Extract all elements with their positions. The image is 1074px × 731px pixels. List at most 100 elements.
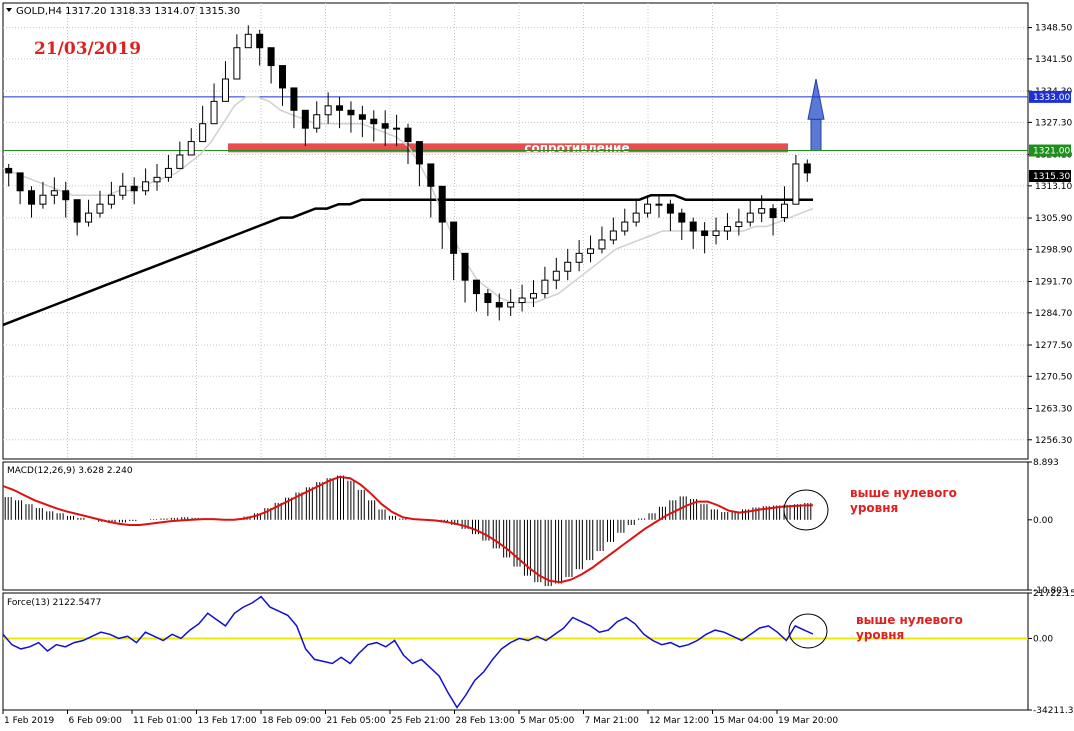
candle-body xyxy=(153,176,161,183)
level-price-tag xyxy=(1029,90,1071,103)
candle-body xyxy=(404,127,412,143)
symbol-info: GOLD,H4 1317.20 1318.33 1314.07 1315.30 xyxy=(16,6,240,17)
force-y-tick-label: 21722.152 xyxy=(1033,589,1074,599)
y-tick-label: 1298.90 xyxy=(1035,245,1072,255)
candle-body xyxy=(552,270,560,281)
candle-body xyxy=(644,203,652,214)
macd-y-tick-label: 8.893 xyxy=(1033,458,1059,468)
candle-body xyxy=(96,203,104,214)
candle-body xyxy=(119,185,127,196)
x-tick-label: 13 Feb 17:00 xyxy=(198,716,257,726)
candle-body xyxy=(769,208,777,219)
candle-body xyxy=(279,65,287,89)
force-annotation: выше нулевого уровня xyxy=(856,613,963,642)
y-tick-label: 1341.50 xyxy=(1035,55,1072,65)
candle-body xyxy=(735,221,743,228)
candle-body xyxy=(267,47,275,67)
candle-body xyxy=(461,252,469,281)
x-tick-label: 19 Mar 20:00 xyxy=(778,716,838,726)
candle-body xyxy=(313,114,321,129)
candle-body xyxy=(689,221,697,232)
force-line xyxy=(2,595,814,709)
candle-body xyxy=(507,302,515,308)
x-tick-label: 28 Feb 13:00 xyxy=(456,716,515,726)
candle-body xyxy=(164,167,172,178)
candle-body xyxy=(712,230,720,236)
candle-body xyxy=(803,163,811,174)
force-label: Force(13) 2122.5477 xyxy=(7,598,101,608)
force-y-tick-label: -34211.36 xyxy=(1033,706,1074,716)
level-price-tag xyxy=(1029,144,1071,157)
candle-body xyxy=(28,190,36,205)
candle-body xyxy=(176,154,184,169)
macd-panel[interactable] xyxy=(2,461,1029,591)
candle-body xyxy=(336,105,344,111)
candle-body xyxy=(16,172,24,192)
y-tick-label: 1291.70 xyxy=(1035,278,1072,288)
y-tick-label: 1327.30 xyxy=(1035,118,1072,128)
candle-body xyxy=(587,248,595,254)
candle-body xyxy=(221,78,229,102)
candle-body xyxy=(780,203,788,219)
candle-body xyxy=(347,109,355,116)
candle-body xyxy=(438,185,446,223)
candle-body xyxy=(50,190,58,196)
candle-body xyxy=(244,33,252,49)
candle-body xyxy=(621,221,629,232)
x-tick-label: 7 Mar 21:00 xyxy=(585,716,640,726)
resistance-zone xyxy=(228,143,788,153)
resistance-label: сопротивление xyxy=(524,141,629,155)
candle-body xyxy=(518,297,526,304)
candle-body xyxy=(655,203,663,206)
current-price-label: 1315.30 xyxy=(1033,172,1070,182)
svg-text:выше нулевого: выше нулевого xyxy=(850,486,957,500)
candle-body xyxy=(564,261,572,272)
candle-body xyxy=(381,123,389,129)
candle-body xyxy=(758,208,766,214)
candle-body xyxy=(5,167,13,174)
y-tick-label: 1270.50 xyxy=(1035,372,1072,382)
candle-body xyxy=(210,100,218,125)
candle-body xyxy=(256,33,264,49)
macd-label: MACD(12,26,9) 3.628 2.240 xyxy=(7,466,133,476)
candle-body xyxy=(541,279,549,295)
candle-body xyxy=(130,185,138,192)
candle-body xyxy=(746,212,754,223)
force-circle xyxy=(788,613,828,649)
svg-text:выше нулевого: выше нулевого xyxy=(856,613,963,627)
candle-body xyxy=(666,203,674,214)
x-tick-label: 5 Mar 05:00 xyxy=(520,716,575,726)
candle-body xyxy=(199,123,207,143)
candle-body xyxy=(233,47,241,80)
up-arrow-icon xyxy=(807,78,825,120)
dropdown-triangle-icon[interactable] xyxy=(6,8,12,12)
svg-text:уровня: уровня xyxy=(850,501,898,515)
y-tick-label: 1284.70 xyxy=(1035,309,1072,319)
force-y-tick-label: 0.00 xyxy=(1033,634,1053,644)
macd-circle xyxy=(783,489,829,531)
candle-body xyxy=(301,109,309,129)
candle-body xyxy=(472,279,480,295)
macd-annotation: выше нулевого уровня xyxy=(850,486,957,515)
candle-body xyxy=(39,194,47,205)
price-panel[interactable] xyxy=(2,2,1029,460)
force-panel[interactable] xyxy=(2,592,1029,711)
candle-body xyxy=(701,230,709,236)
candle-body xyxy=(142,181,150,192)
candle-body xyxy=(415,141,423,165)
x-tick-label: 6 Feb 09:00 xyxy=(69,716,123,726)
up-arrow-shaft xyxy=(810,118,822,152)
level-price-label: 1321.00 xyxy=(1033,147,1070,157)
x-tick-label: 21 Feb 05:00 xyxy=(327,716,386,726)
macd-signal-line xyxy=(2,475,814,584)
candle-body xyxy=(107,194,115,205)
candle-body xyxy=(370,118,378,125)
candle-body xyxy=(85,212,93,223)
ma-line-black xyxy=(2,193,813,327)
current-price-tag xyxy=(1029,170,1071,183)
candle-body xyxy=(73,199,81,223)
macd-y-tick-label: -10.803 xyxy=(1033,586,1068,596)
macd-y-tick-label: 0.00 xyxy=(1033,516,1053,526)
candle-body xyxy=(324,105,332,116)
